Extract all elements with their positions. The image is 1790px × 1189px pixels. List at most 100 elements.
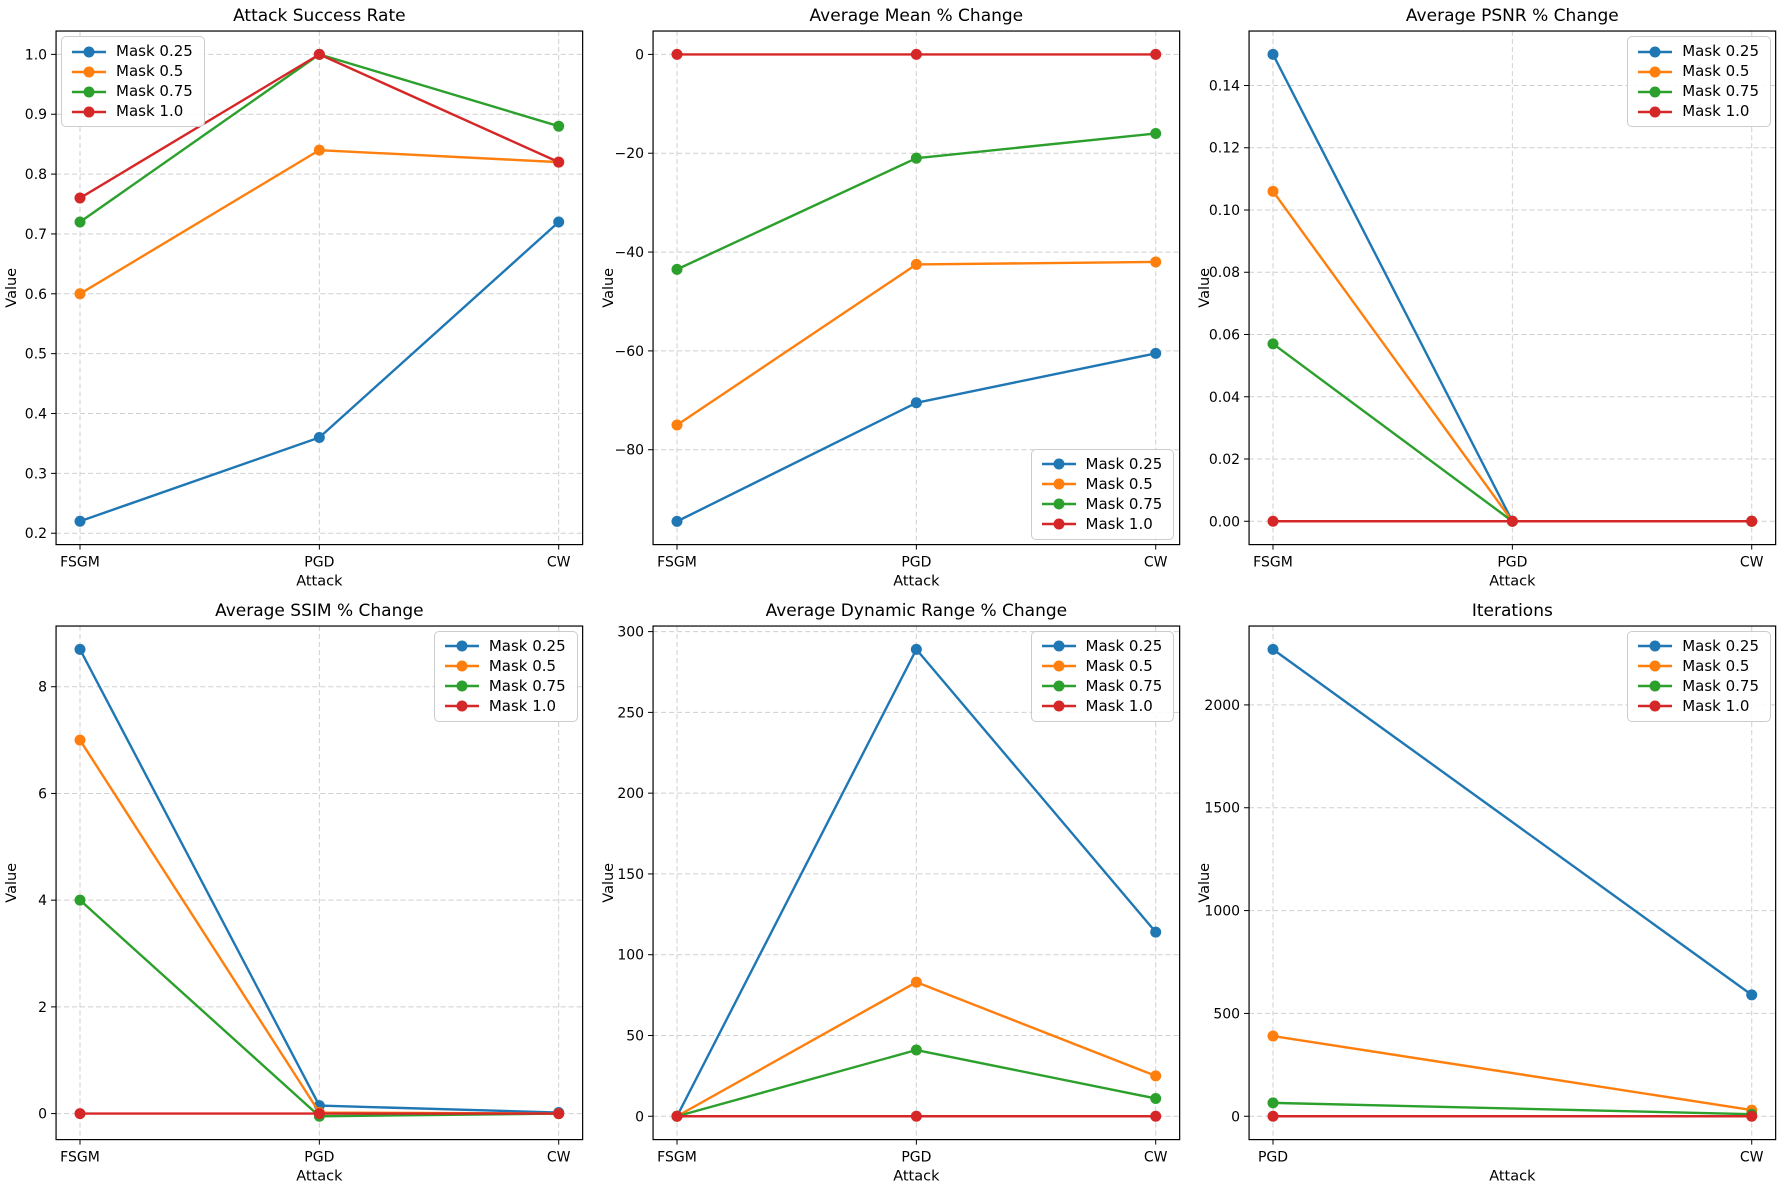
data-point-marker	[1746, 1110, 1758, 1122]
legend-line-marker-icon	[1041, 680, 1076, 692]
plot-svg: 0.00 0.02 0.04 0.06 0.08 0.10 0.12 0.14 FSGM PGD C…	[1197, 6, 1777, 590]
y-tick-label: 0.3	[25, 466, 47, 482]
legend-entry: Mask 1.0	[1041, 696, 1163, 715]
data-point-marker	[74, 894, 86, 906]
legend-line-marker-icon	[1638, 660, 1673, 672]
y-tick-label: 0	[635, 47, 644, 63]
data-point-marker	[1746, 515, 1758, 527]
legend-line-marker-icon	[1041, 478, 1076, 490]
legend-line-marker-icon	[1041, 498, 1076, 510]
legend-line-marker-icon	[444, 700, 479, 712]
y-axis-label: Value	[601, 268, 617, 308]
y-axis-label: Value	[1197, 862, 1213, 902]
legend-label: Mask 0.5	[116, 62, 184, 80]
y-tick-label: 2	[38, 1000, 47, 1016]
legend: Mask 0.25 Mask 0.5 Mask 0.75 Mask 1.0	[1030, 448, 1175, 540]
data-point-marker	[1149, 926, 1161, 938]
legend-label: Mask 0.5	[1682, 62, 1750, 80]
data-point-marker	[74, 734, 86, 746]
legend: Mask 0.25 Mask 0.5 Mask 0.75 Mask 1.0	[1030, 630, 1175, 722]
subplot-average-dynamic-range-pct-change: 0 50 100 150 200 250 300 FSGM PGD CW Average Dyna…	[597, 595, 1194, 1189]
plot-area: 0 500 1000 1500 2000 PGD CW	[1205, 625, 1777, 1165]
legend-label: Mask 0.25	[488, 636, 566, 655]
y-tick-label: 4	[38, 893, 47, 909]
y-tick-label: 1000	[1205, 903, 1241, 919]
data-point-marker	[553, 216, 565, 228]
chart-title: Iterations	[1472, 601, 1553, 621]
y-tick-label: 0.02	[1209, 452, 1240, 468]
data-point-marker	[1149, 256, 1161, 268]
legend-entry: Mask 1.0	[1637, 698, 1759, 714]
legend-label: Mask 0.75	[1682, 82, 1759, 100]
axes-frame	[652, 625, 1180, 1140]
x-axis-label: Attack	[1490, 574, 1537, 590]
legend-entry: Mask 1.0	[1637, 104, 1759, 119]
legend-entry: Mask 0.5	[1041, 476, 1163, 492]
chart-title: Average Mean % Change	[809, 6, 1023, 26]
plot-area: 0.00 0.02 0.04 0.06 0.08 0.10 0.12 0.14 FSGM PGD C…	[1209, 30, 1777, 571]
legend-label: Mask 1.0	[116, 102, 184, 120]
legend-label: Mask 1.0	[1085, 696, 1153, 715]
y-axis-label: Value	[4, 268, 20, 308]
y-tick-label: 0	[635, 1109, 644, 1125]
x-tick-label: FSGM	[1254, 555, 1294, 571]
data-point-marker	[553, 1107, 565, 1119]
x-tick-label: CW	[1740, 555, 1764, 571]
y-axis-label: Value	[4, 862, 20, 902]
y-tick-label: −20	[614, 146, 644, 162]
y-axis-label: Value	[1197, 268, 1213, 308]
data-point-marker	[1149, 347, 1161, 359]
y-tick-label: 250	[617, 705, 644, 721]
x-tick-label: PGD	[901, 1149, 931, 1165]
legend-entry: Mask 0.5	[71, 64, 193, 79]
legend-label: Mask 0.25	[1085, 454, 1163, 473]
data-point-marker	[1267, 338, 1279, 350]
data-point-marker	[1149, 48, 1161, 60]
y-tick-label: −40	[614, 245, 644, 261]
chart-title: Average Dynamic Range % Change	[765, 601, 1067, 621]
y-tick-label: 1500	[1205, 800, 1241, 816]
subplot-average-psnr-pct-change: 0.00 0.02 0.04 0.06 0.08 0.10 0.12 0.14 FSGM PGD C…	[1193, 0, 1790, 595]
x-tick-label: PGD	[304, 1149, 334, 1165]
y-tick-label: 0.10	[1209, 203, 1240, 219]
legend-label: Mask 0.75	[1085, 676, 1163, 695]
x-tick-label: FSGM	[657, 555, 697, 571]
x-axis-label: Attack	[893, 1168, 940, 1184]
data-point-marker	[671, 48, 683, 60]
y-tick-label: 0	[1231, 1109, 1240, 1125]
y-tick-label: 0.5	[25, 347, 47, 363]
x-tick-label: PGD	[304, 555, 334, 571]
legend-entry: Mask 0.75	[1041, 676, 1163, 695]
y-axis-label: Value	[601, 862, 617, 902]
legend-label: Mask 0.25	[116, 42, 193, 60]
legend-line-marker-icon	[1041, 640, 1076, 652]
x-axis-label: Attack	[296, 574, 343, 590]
axes-frame	[55, 625, 584, 1140]
chart-title: Average SSIM % Change	[215, 601, 424, 621]
legend: Mask 0.25 Mask 0.5 Mask 0.75 Mask 1.0	[433, 630, 578, 722]
y-tick-label: 0.4	[25, 407, 47, 423]
legend-entry: Mask 1.0	[1041, 516, 1163, 532]
legend-label: Mask 0.25	[1682, 42, 1759, 60]
plot-area: 0 2 4 6 8 FSGM PGD CW	[38, 625, 584, 1165]
data-point-marker	[1149, 127, 1161, 139]
legend-entry: Mask 0.75	[1637, 84, 1759, 99]
legend-line-marker-icon	[1638, 640, 1673, 652]
legend-entry: Mask 1.0	[71, 104, 193, 119]
legend-label: Mask 0.75	[488, 676, 566, 695]
plot-area: 0.2 0.3 0.4 0.5 0.6 0.7 0.8 0.9 1.0 FSGM PGD CW	[25, 30, 584, 571]
legend-entry: Mask 0.25	[1041, 454, 1163, 473]
plot-area: 0 50 100 150 200 250 300 FSGM PGD CW	[617, 624, 1180, 1165]
subplot-iterations: 0 500 1000 1500 2000 PGD CW Iterations Attack …	[1193, 595, 1790, 1189]
legend: Mask 0.25 Mask 0.5 Mask 0.75 Mask 1.0	[1627, 630, 1771, 722]
plot-svg: 0 50 100 150 200 250 300 FSGM PGD CW Average Dyna…	[601, 601, 1180, 1184]
data-point-marker	[1149, 1092, 1161, 1104]
data-point-marker	[313, 144, 325, 156]
legend-entry: Mask 0.75	[444, 676, 566, 695]
legend-line-marker-icon	[72, 106, 106, 117]
y-tick-label: 0.12	[1209, 141, 1240, 157]
x-tick-label: FSGM	[657, 1149, 697, 1165]
x-axis-label: Attack	[893, 574, 940, 590]
legend-line-marker-icon	[444, 680, 479, 692]
data-point-marker	[313, 431, 325, 443]
